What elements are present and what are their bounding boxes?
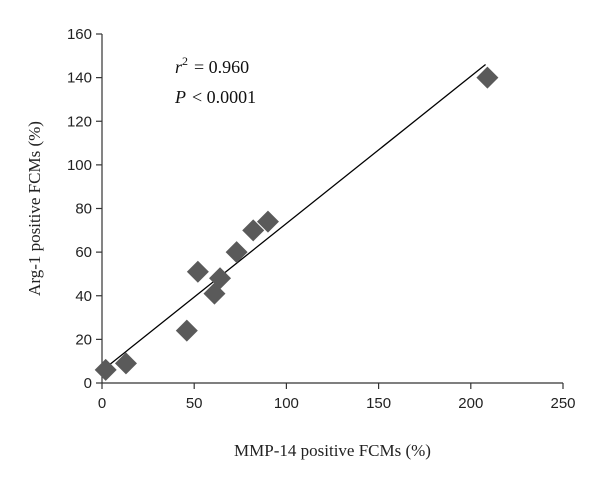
data-point-diamond [225,241,248,264]
annotation-p: P < 0.0001 [174,87,256,107]
y-tick-label: 40 [75,288,92,305]
y-tick-label: 80 [75,201,92,218]
r2-symbol: r [175,57,183,77]
annotation-r2: r2 = 0.960 [175,54,249,77]
y-tick-label: 120 [67,113,92,130]
x-axis-title: MMP-14 positive FCMs (%) [234,441,431,460]
x-tick-label: 50 [186,395,203,412]
y-tick-label: 100 [67,157,92,174]
data-point-diamond [242,219,265,242]
svg-text:r2= 0.960: r2 = 0.960 [175,54,249,77]
x-tick-label: 100 [274,395,299,412]
svg-text:P< 0.0001: P < 0.0001 [174,87,256,107]
data-points [94,66,499,381]
p-value: < 0.0001 [192,87,256,107]
y-axis-title: Arg-1 positive FCMs (%) [25,121,44,296]
data-point-diamond [94,358,117,381]
data-point-diamond [186,260,209,283]
r2-value: = 0.960 [194,57,249,77]
data-point-diamond [209,267,232,290]
p-symbol: P [174,87,186,107]
x-tick-label: 250 [550,395,575,412]
x-ticks: 0 50 100 150 200 250 [98,383,576,412]
y-tick-label: 140 [67,70,92,87]
y-tick-label: 0 [84,375,92,392]
y-ticks: 0 20 40 60 80 100 120 140 160 [67,26,102,392]
x-tick-label: 200 [458,395,483,412]
data-point-diamond [175,319,198,342]
x-tick-label: 150 [366,395,391,412]
data-point-diamond [256,210,279,233]
x-tick-label: 0 [98,395,106,412]
axes [101,34,563,384]
r2-exponent: 2 [182,54,188,68]
data-point-diamond [114,352,137,375]
y-tick-label: 20 [75,331,92,348]
data-point-diamond [476,66,499,89]
y-tick-label: 60 [75,244,92,261]
y-tick-label: 160 [67,26,92,43]
regression-line [105,64,486,369]
